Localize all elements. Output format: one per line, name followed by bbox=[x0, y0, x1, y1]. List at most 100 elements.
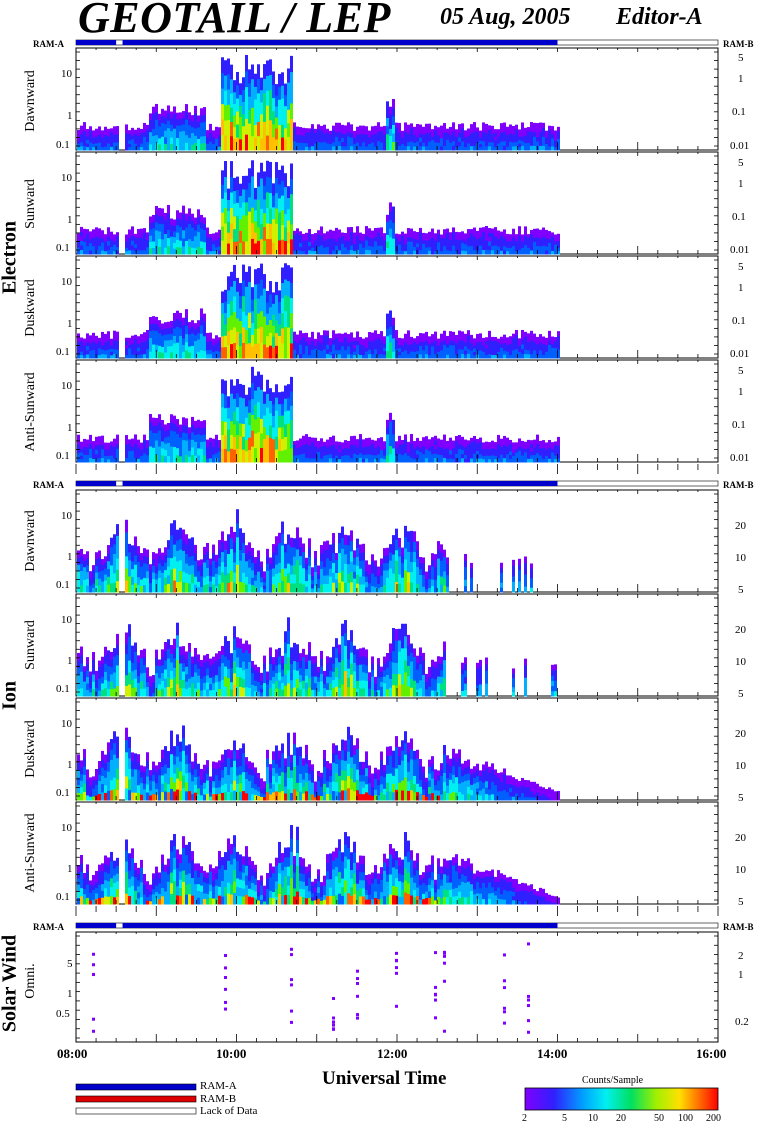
spectrogram-cell bbox=[524, 580, 527, 587]
spectrogram-cell bbox=[173, 342, 176, 351]
spectrogram-cell bbox=[191, 132, 194, 139]
spectrogram-cell bbox=[314, 146, 317, 151]
spectrogram-cell bbox=[413, 531, 416, 542]
spectrogram-cell bbox=[371, 443, 374, 448]
spectrogram-cell bbox=[536, 232, 539, 238]
spectrogram-cell bbox=[407, 581, 410, 593]
spectrogram-cell bbox=[380, 586, 383, 593]
spectrogram-cell bbox=[254, 313, 257, 329]
spectrogram-cell bbox=[239, 105, 242, 118]
spectrogram-cell bbox=[194, 223, 197, 231]
spectrogram-cell bbox=[110, 455, 113, 460]
spectrogram-cell bbox=[443, 452, 446, 458]
spectrogram-cell bbox=[260, 566, 263, 573]
spectrogram-cell bbox=[233, 411, 236, 425]
spectrogram-cell bbox=[446, 346, 449, 352]
spectrogram-cell bbox=[134, 133, 137, 138]
spectrogram-cell bbox=[281, 124, 284, 138]
spectrogram-cell bbox=[485, 235, 488, 241]
spectrogram-cell bbox=[311, 583, 314, 589]
spectrogram-cell bbox=[248, 342, 251, 359]
spectrogram-cell bbox=[215, 138, 218, 143]
spectrogram-cell bbox=[416, 250, 419, 255]
spectrogram-cell bbox=[293, 230, 296, 236]
spectrogram-cell bbox=[503, 440, 506, 446]
spectrogram-cell bbox=[278, 532, 281, 544]
spectrogram-cell bbox=[284, 240, 287, 255]
spectrogram-cell bbox=[458, 232, 461, 237]
spectrogram-cell bbox=[446, 440, 449, 445]
spectrogram-cell bbox=[410, 530, 413, 542]
spectrogram-cell bbox=[332, 552, 335, 564]
spectrogram-cell bbox=[260, 238, 263, 255]
spectrogram-cell bbox=[392, 535, 395, 546]
spectrogram-cell bbox=[374, 339, 377, 345]
spectrogram-cell bbox=[296, 444, 299, 449]
spectrogram-cell bbox=[215, 579, 218, 587]
spectrogram-cell bbox=[263, 226, 266, 241]
spectrogram-cell bbox=[95, 572, 98, 580]
spectrogram-cell bbox=[422, 586, 425, 593]
spectrogram-cell bbox=[80, 133, 83, 139]
spectrogram-cell bbox=[248, 542, 251, 552]
spectrogram-cell bbox=[317, 578, 320, 584]
spectrogram-cell bbox=[407, 133, 410, 138]
spectrogram-cell bbox=[359, 232, 362, 237]
spectrogram-cell bbox=[209, 575, 212, 582]
spectrogram-cell bbox=[401, 140, 404, 145]
spectrogram-cell bbox=[341, 353, 344, 359]
spectrogram-cell bbox=[530, 335, 533, 341]
spectrogram-cell bbox=[263, 571, 266, 576]
spectrogram-cell bbox=[461, 127, 464, 133]
spectrogram-cell bbox=[260, 389, 263, 405]
spectrogram-cell bbox=[455, 342, 458, 347]
spectrogram-cell bbox=[134, 545, 137, 556]
spectrogram-cell bbox=[401, 547, 404, 556]
spectrogram-cell bbox=[380, 134, 383, 139]
spectrogram-cell bbox=[419, 145, 422, 151]
spectrogram-cell bbox=[113, 572, 116, 583]
spectrogram-cell bbox=[443, 344, 446, 350]
spectrogram-cell bbox=[335, 444, 338, 449]
spectrogram-cell bbox=[230, 526, 233, 539]
spectrogram-cell bbox=[548, 353, 551, 359]
spectrogram-cell bbox=[161, 108, 164, 117]
spectrogram-cell bbox=[200, 564, 203, 571]
spectrogram-cell bbox=[416, 575, 419, 585]
spectrogram-cell bbox=[293, 344, 296, 350]
spectrogram-cell bbox=[272, 206, 275, 220]
spectrogram-cell bbox=[305, 574, 308, 582]
spectrogram-cell bbox=[173, 532, 176, 545]
spectrogram-cell bbox=[77, 439, 80, 445]
spectrogram-cell bbox=[464, 233, 467, 238]
spectrogram-cell bbox=[206, 567, 209, 577]
spectrogram-cell bbox=[545, 351, 548, 356]
spectrogram-cell bbox=[320, 560, 323, 570]
spectrogram-cell bbox=[149, 453, 152, 463]
spectrogram-cell bbox=[368, 582, 371, 588]
spectrogram-cell bbox=[167, 345, 170, 353]
spectrogram-cell bbox=[467, 229, 470, 234]
spectrogram-cell bbox=[446, 454, 449, 459]
spectrogram-cell bbox=[269, 412, 272, 426]
spectrogram-cell bbox=[176, 137, 179, 145]
spectrogram-cell bbox=[218, 540, 221, 550]
spectrogram-cell bbox=[317, 349, 320, 355]
spectrogram-cell bbox=[287, 265, 290, 282]
spectrogram-cell bbox=[191, 220, 194, 228]
spectrogram-cell bbox=[386, 350, 389, 359]
spectrogram-cell bbox=[293, 574, 296, 584]
spectrogram-cell bbox=[98, 453, 101, 459]
spectrogram-cell bbox=[467, 146, 470, 151]
spectrogram-cell bbox=[386, 343, 389, 352]
spectrogram-cell bbox=[539, 444, 542, 449]
spectrogram-cell bbox=[383, 240, 386, 245]
spectrogram-cell bbox=[266, 346, 269, 359]
spectrogram-cell bbox=[197, 332, 200, 340]
spectrogram-cell bbox=[260, 447, 263, 463]
spectrogram-cell bbox=[284, 213, 287, 228]
spectrogram-cell bbox=[185, 213, 188, 221]
spectrogram-cell bbox=[512, 559, 515, 566]
spectrogram-cell bbox=[359, 347, 362, 352]
spectrogram-cell bbox=[464, 447, 467, 452]
